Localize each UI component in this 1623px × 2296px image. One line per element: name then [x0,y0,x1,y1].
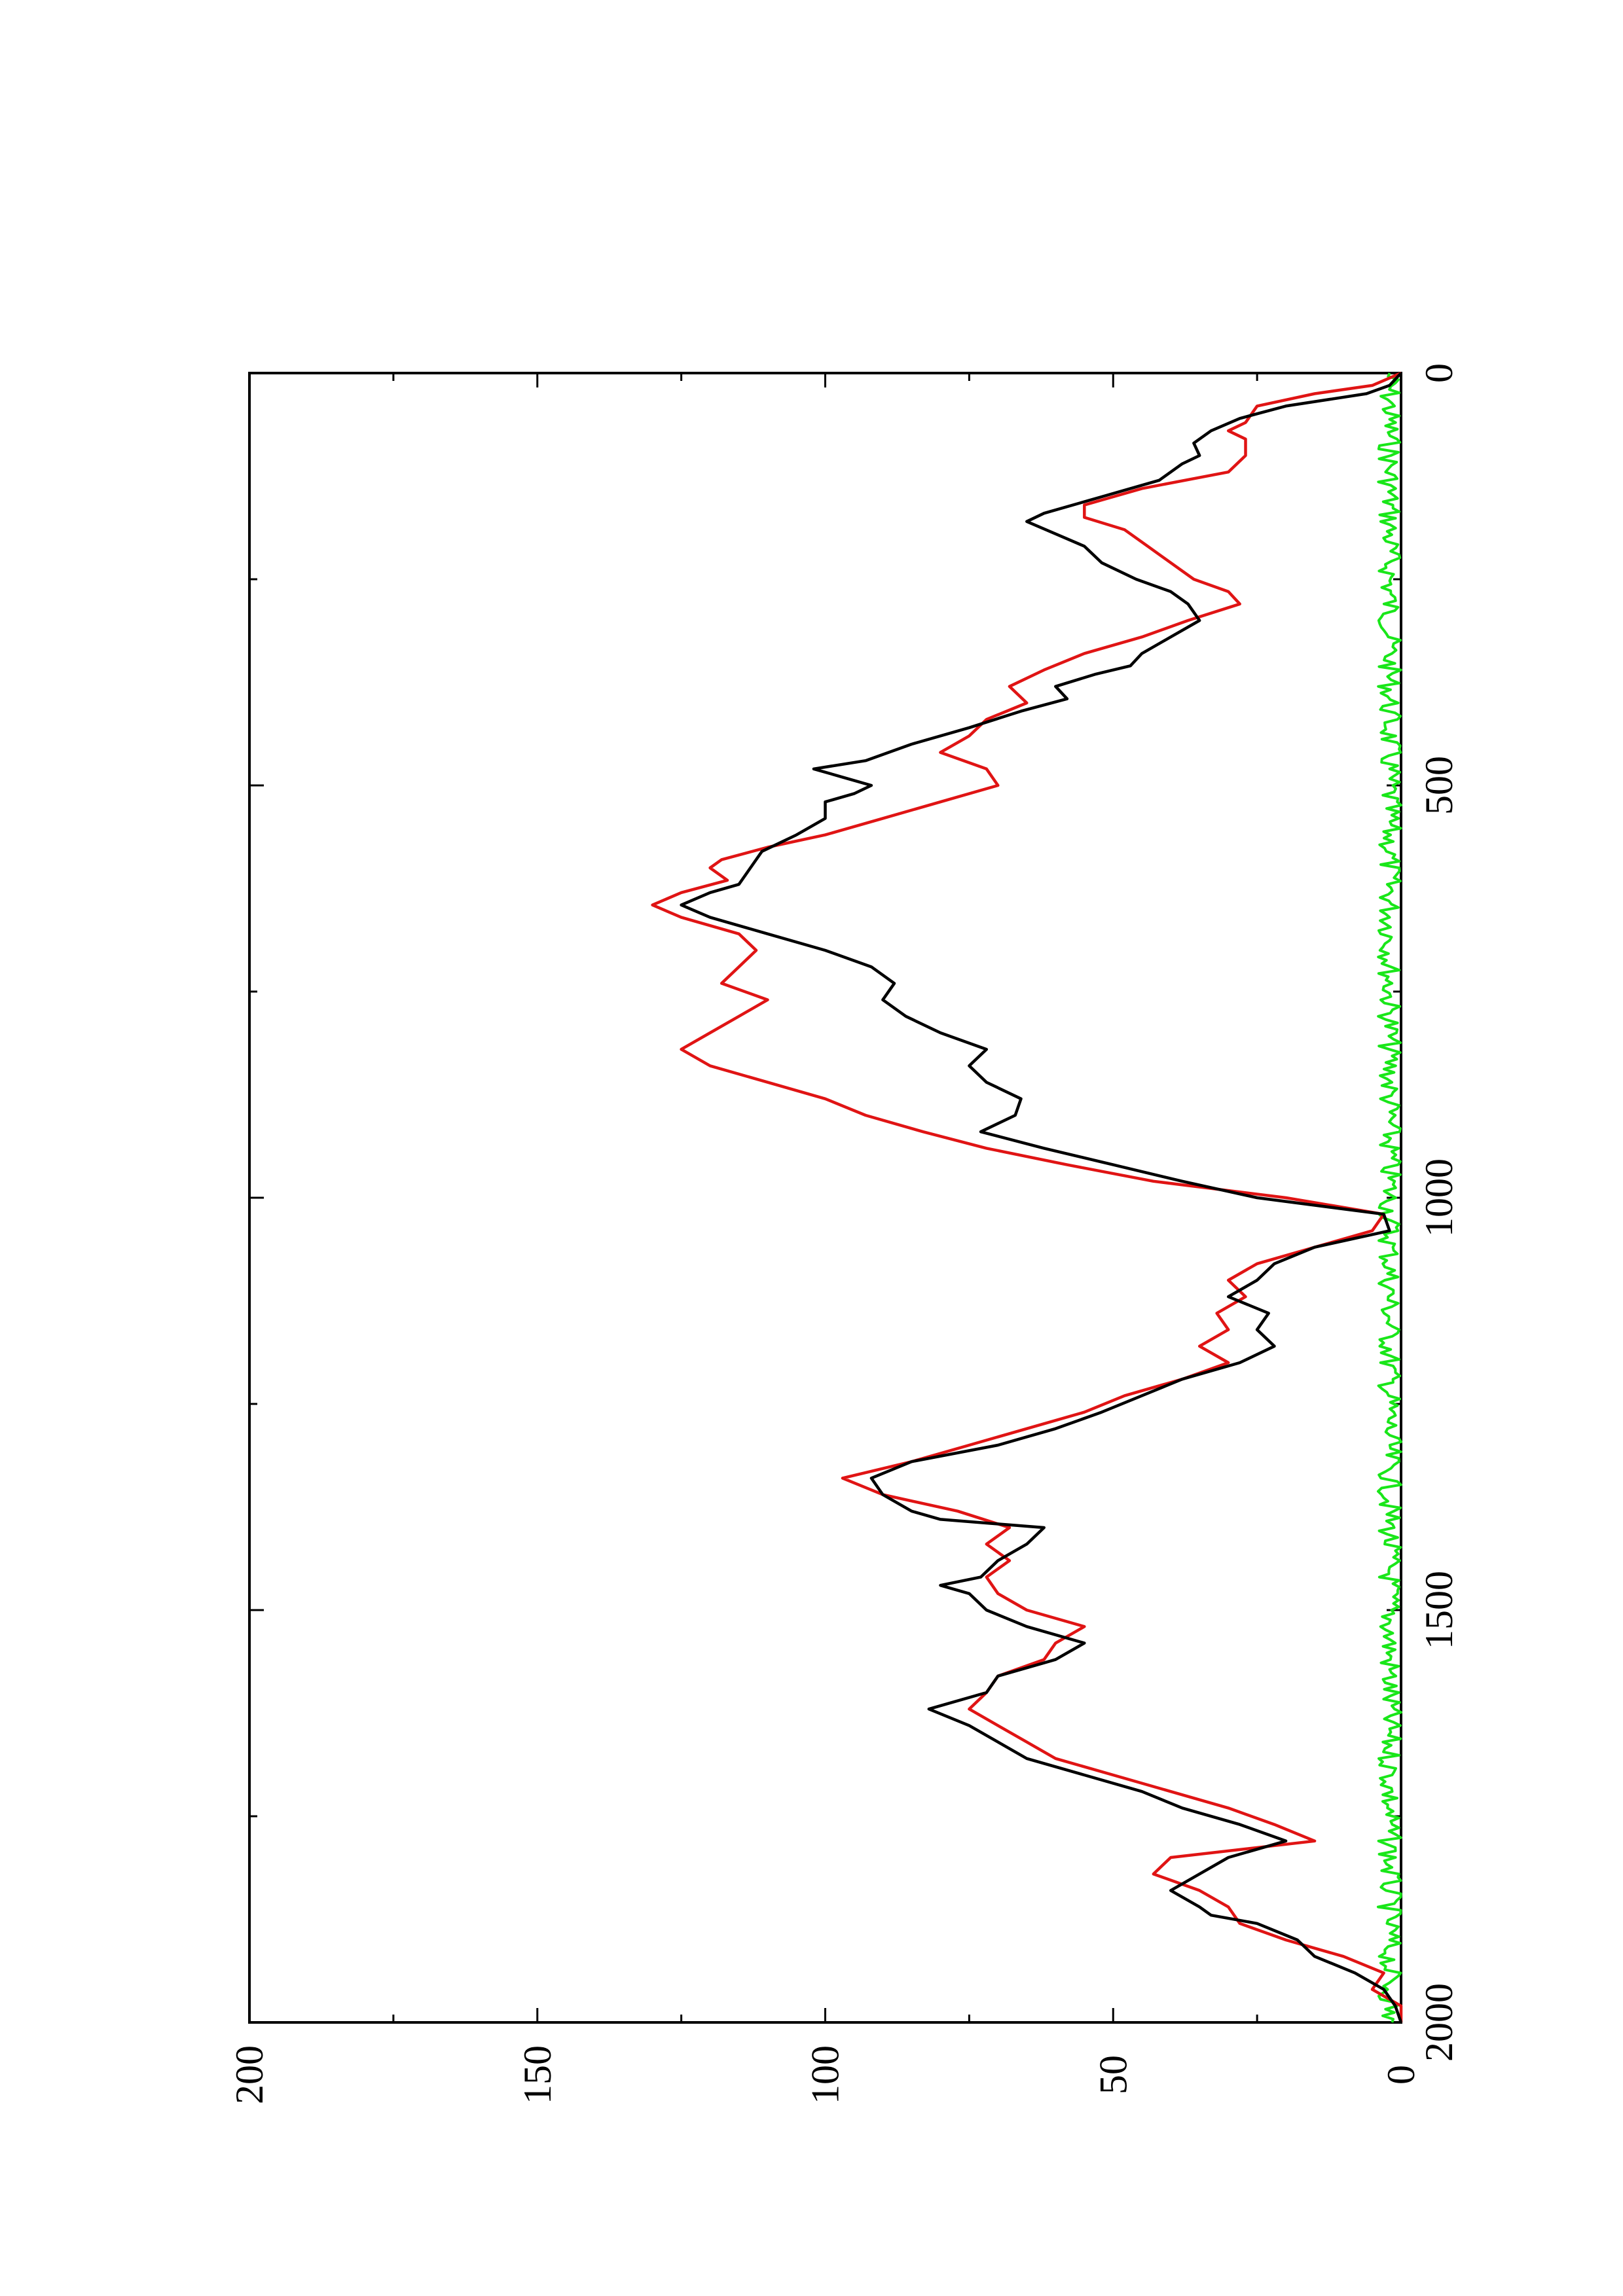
y-tick-label: 200 [228,2045,271,2104]
y-tick-label: 50 [1091,2055,1135,2094]
x-tick-label: 2000 [1417,1983,1461,2062]
plot-frame [248,372,1402,2024]
y-tick-label: 100 [804,2045,847,2104]
series-group [651,371,1403,2023]
x-tick-label: 1500 [1417,1571,1461,1649]
x-tick-label: 1000 [1417,1158,1461,1237]
y-tick-label: 0 [1379,2065,1423,2085]
axis-tick-labels: 0 500 1000 1500 2000 0 50 100 150 200 [228,363,1461,2104]
x-tick-label: 0 [1417,363,1461,383]
axis-ticks [248,372,1402,2024]
series-line-1 [651,371,1403,2022]
series-line-0 [680,372,1403,2023]
y-tick-label: 150 [516,2045,559,2104]
x-tick-label: 500 [1417,756,1461,815]
series-line-2 [1376,372,1402,2023]
